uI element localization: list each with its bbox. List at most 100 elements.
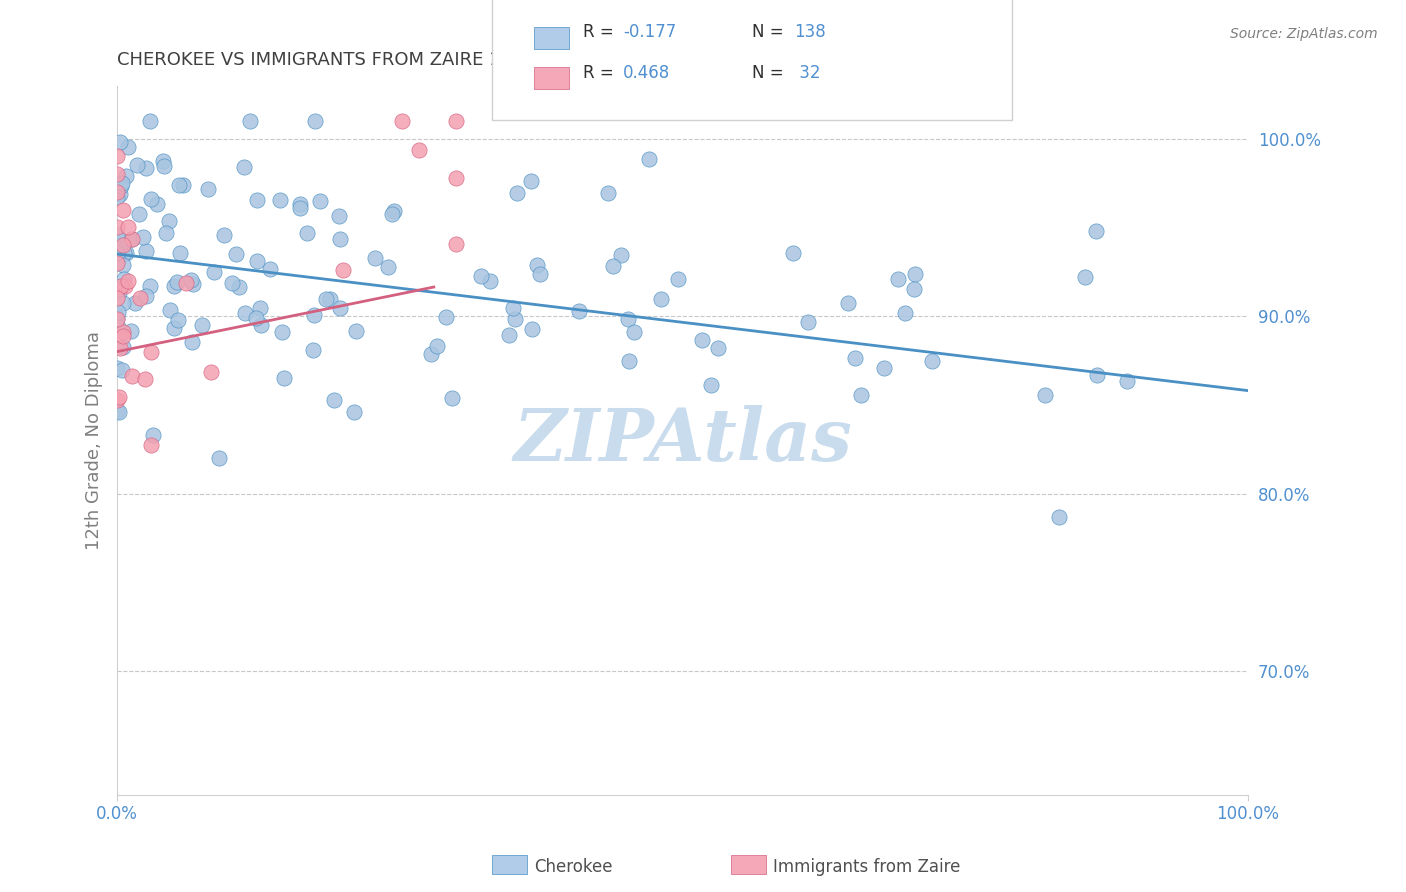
Point bbox=[851, 388, 873, 402]
Point bbox=[434, 310, 457, 325]
Point bbox=[837, 296, 859, 310]
Point bbox=[110, 279, 132, 293]
Point bbox=[163, 279, 186, 293]
Point bbox=[1087, 368, 1109, 382]
Point bbox=[111, 295, 134, 310]
Point bbox=[169, 246, 191, 260]
Point bbox=[221, 276, 243, 290]
Point bbox=[377, 260, 399, 275]
Point bbox=[105, 185, 128, 199]
Point bbox=[174, 277, 197, 291]
Point bbox=[478, 274, 501, 288]
Point bbox=[142, 428, 165, 442]
Text: Source: ZipAtlas.com: Source: ZipAtlas.com bbox=[1230, 27, 1378, 41]
Point bbox=[105, 149, 128, 163]
Point bbox=[364, 251, 387, 265]
Point bbox=[408, 143, 430, 157]
Point bbox=[1033, 388, 1056, 402]
Point bbox=[529, 267, 551, 281]
Point bbox=[155, 226, 177, 240]
Point bbox=[233, 160, 256, 174]
Point bbox=[121, 368, 143, 383]
Point bbox=[520, 322, 543, 336]
Point bbox=[446, 114, 468, 128]
Point bbox=[302, 343, 325, 357]
Point bbox=[304, 114, 326, 128]
Point bbox=[202, 265, 225, 279]
Point bbox=[342, 405, 364, 419]
Point bbox=[108, 186, 131, 201]
Point bbox=[166, 312, 188, 326]
Point bbox=[112, 258, 135, 272]
Point bbox=[172, 178, 194, 193]
Point bbox=[246, 253, 269, 268]
Point bbox=[152, 154, 174, 169]
Point bbox=[115, 245, 138, 260]
Text: 0.468: 0.468 bbox=[623, 63, 671, 81]
Point bbox=[921, 354, 943, 368]
Point bbox=[135, 244, 157, 259]
Point bbox=[117, 140, 139, 154]
Point bbox=[121, 232, 143, 246]
Text: Immigrants from Zaire: Immigrants from Zaire bbox=[773, 858, 960, 876]
Point bbox=[107, 190, 129, 204]
Point bbox=[329, 232, 352, 246]
Point bbox=[120, 324, 142, 338]
Point bbox=[616, 312, 638, 326]
Point bbox=[302, 308, 325, 322]
Point bbox=[139, 279, 162, 293]
Point bbox=[1074, 269, 1097, 284]
Point bbox=[1047, 510, 1070, 524]
Point bbox=[105, 220, 128, 235]
Point bbox=[153, 159, 176, 173]
Point bbox=[139, 192, 162, 206]
Point bbox=[200, 365, 222, 379]
Point bbox=[887, 272, 910, 286]
Point bbox=[110, 238, 132, 252]
Point bbox=[117, 274, 139, 288]
Point bbox=[329, 301, 352, 315]
Point bbox=[111, 238, 134, 252]
Point bbox=[111, 341, 134, 355]
Text: 32: 32 bbox=[794, 63, 821, 81]
Point bbox=[105, 246, 128, 260]
Point bbox=[420, 346, 443, 360]
Point bbox=[132, 230, 155, 244]
Point bbox=[506, 186, 529, 201]
Point bbox=[114, 278, 136, 293]
Point bbox=[197, 182, 219, 196]
Point bbox=[112, 245, 135, 260]
Point bbox=[426, 339, 449, 353]
Point bbox=[446, 170, 468, 185]
Point bbox=[127, 158, 149, 172]
Point bbox=[239, 114, 262, 128]
Point bbox=[602, 259, 624, 273]
Point bbox=[181, 334, 204, 349]
Point bbox=[105, 292, 128, 306]
Text: -0.177: -0.177 bbox=[623, 23, 676, 41]
Point bbox=[107, 232, 129, 246]
Point bbox=[844, 351, 866, 365]
Text: Cherokee: Cherokee bbox=[534, 858, 613, 876]
Point bbox=[1116, 374, 1139, 388]
Point bbox=[873, 361, 896, 376]
Point bbox=[235, 305, 257, 319]
Point bbox=[108, 390, 131, 404]
Point bbox=[391, 114, 413, 128]
Point bbox=[707, 342, 730, 356]
Point bbox=[617, 354, 640, 368]
Point bbox=[666, 272, 689, 286]
Point bbox=[135, 289, 157, 303]
Point bbox=[107, 305, 129, 319]
Point bbox=[692, 334, 714, 348]
Point bbox=[107, 320, 129, 334]
Point bbox=[502, 301, 524, 316]
Point bbox=[169, 178, 191, 193]
Point bbox=[105, 311, 128, 326]
Point bbox=[520, 174, 543, 188]
Point bbox=[381, 207, 404, 221]
Point bbox=[181, 277, 204, 291]
Point bbox=[295, 227, 318, 241]
Point bbox=[382, 204, 405, 219]
Point bbox=[117, 220, 139, 235]
